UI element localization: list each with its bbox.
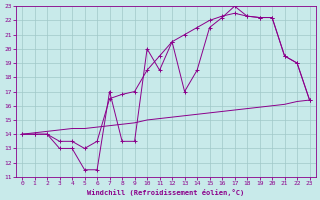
X-axis label: Windchill (Refroidissement éolien,°C): Windchill (Refroidissement éolien,°C) (87, 189, 244, 196)
